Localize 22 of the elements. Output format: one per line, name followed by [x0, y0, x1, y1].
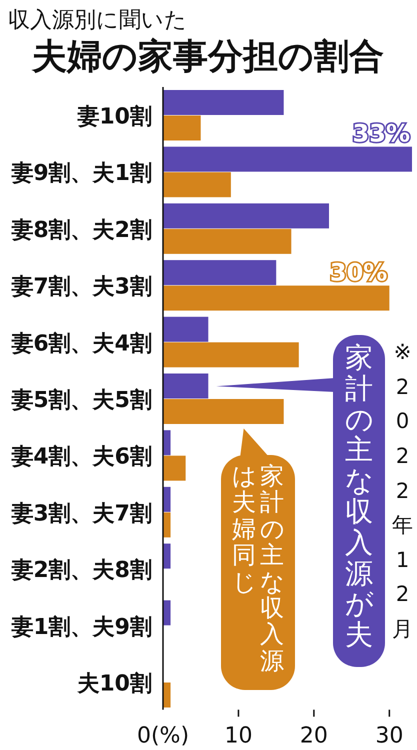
category-label: 妻5割、夫5割: [11, 388, 152, 413]
picture-callout: 家計の主な収入源が夫: [333, 335, 385, 667]
title: 夫婦の家事分担の割合: [32, 37, 384, 77]
picture-callout: 家計の主な収入源は夫婦同じ: [221, 455, 295, 690]
tick-label: 20: [300, 724, 328, 749]
category-label: 妻6割、夫4割: [11, 331, 152, 356]
tick-label: 30: [375, 724, 404, 749]
subtitle: 収入源別に聞いた: [8, 8, 187, 33]
value-label: 33%: [352, 120, 410, 148]
category-label: 夫10割: [77, 672, 152, 696]
category-label: 妻7割、夫3割: [11, 274, 152, 300]
category-label: 妻3割、夫7割: [11, 501, 152, 526]
category-label: 妻1割、夫9割: [11, 614, 152, 640]
category-label: 妻2割、夫8割: [11, 558, 152, 584]
tick-label: 10: [224, 724, 252, 749]
annotation: ※2022年12月: [392, 339, 413, 644]
category-label: 妻10割: [77, 104, 152, 130]
value-label: 30%: [330, 258, 388, 287]
tick-label: 0(%): [136, 724, 190, 749]
category-label: 妻4割、夫6割: [11, 444, 152, 470]
category-label: 妻8割、夫2割: [11, 218, 152, 243]
category-label: 妻9割、夫1割: [11, 161, 152, 186]
